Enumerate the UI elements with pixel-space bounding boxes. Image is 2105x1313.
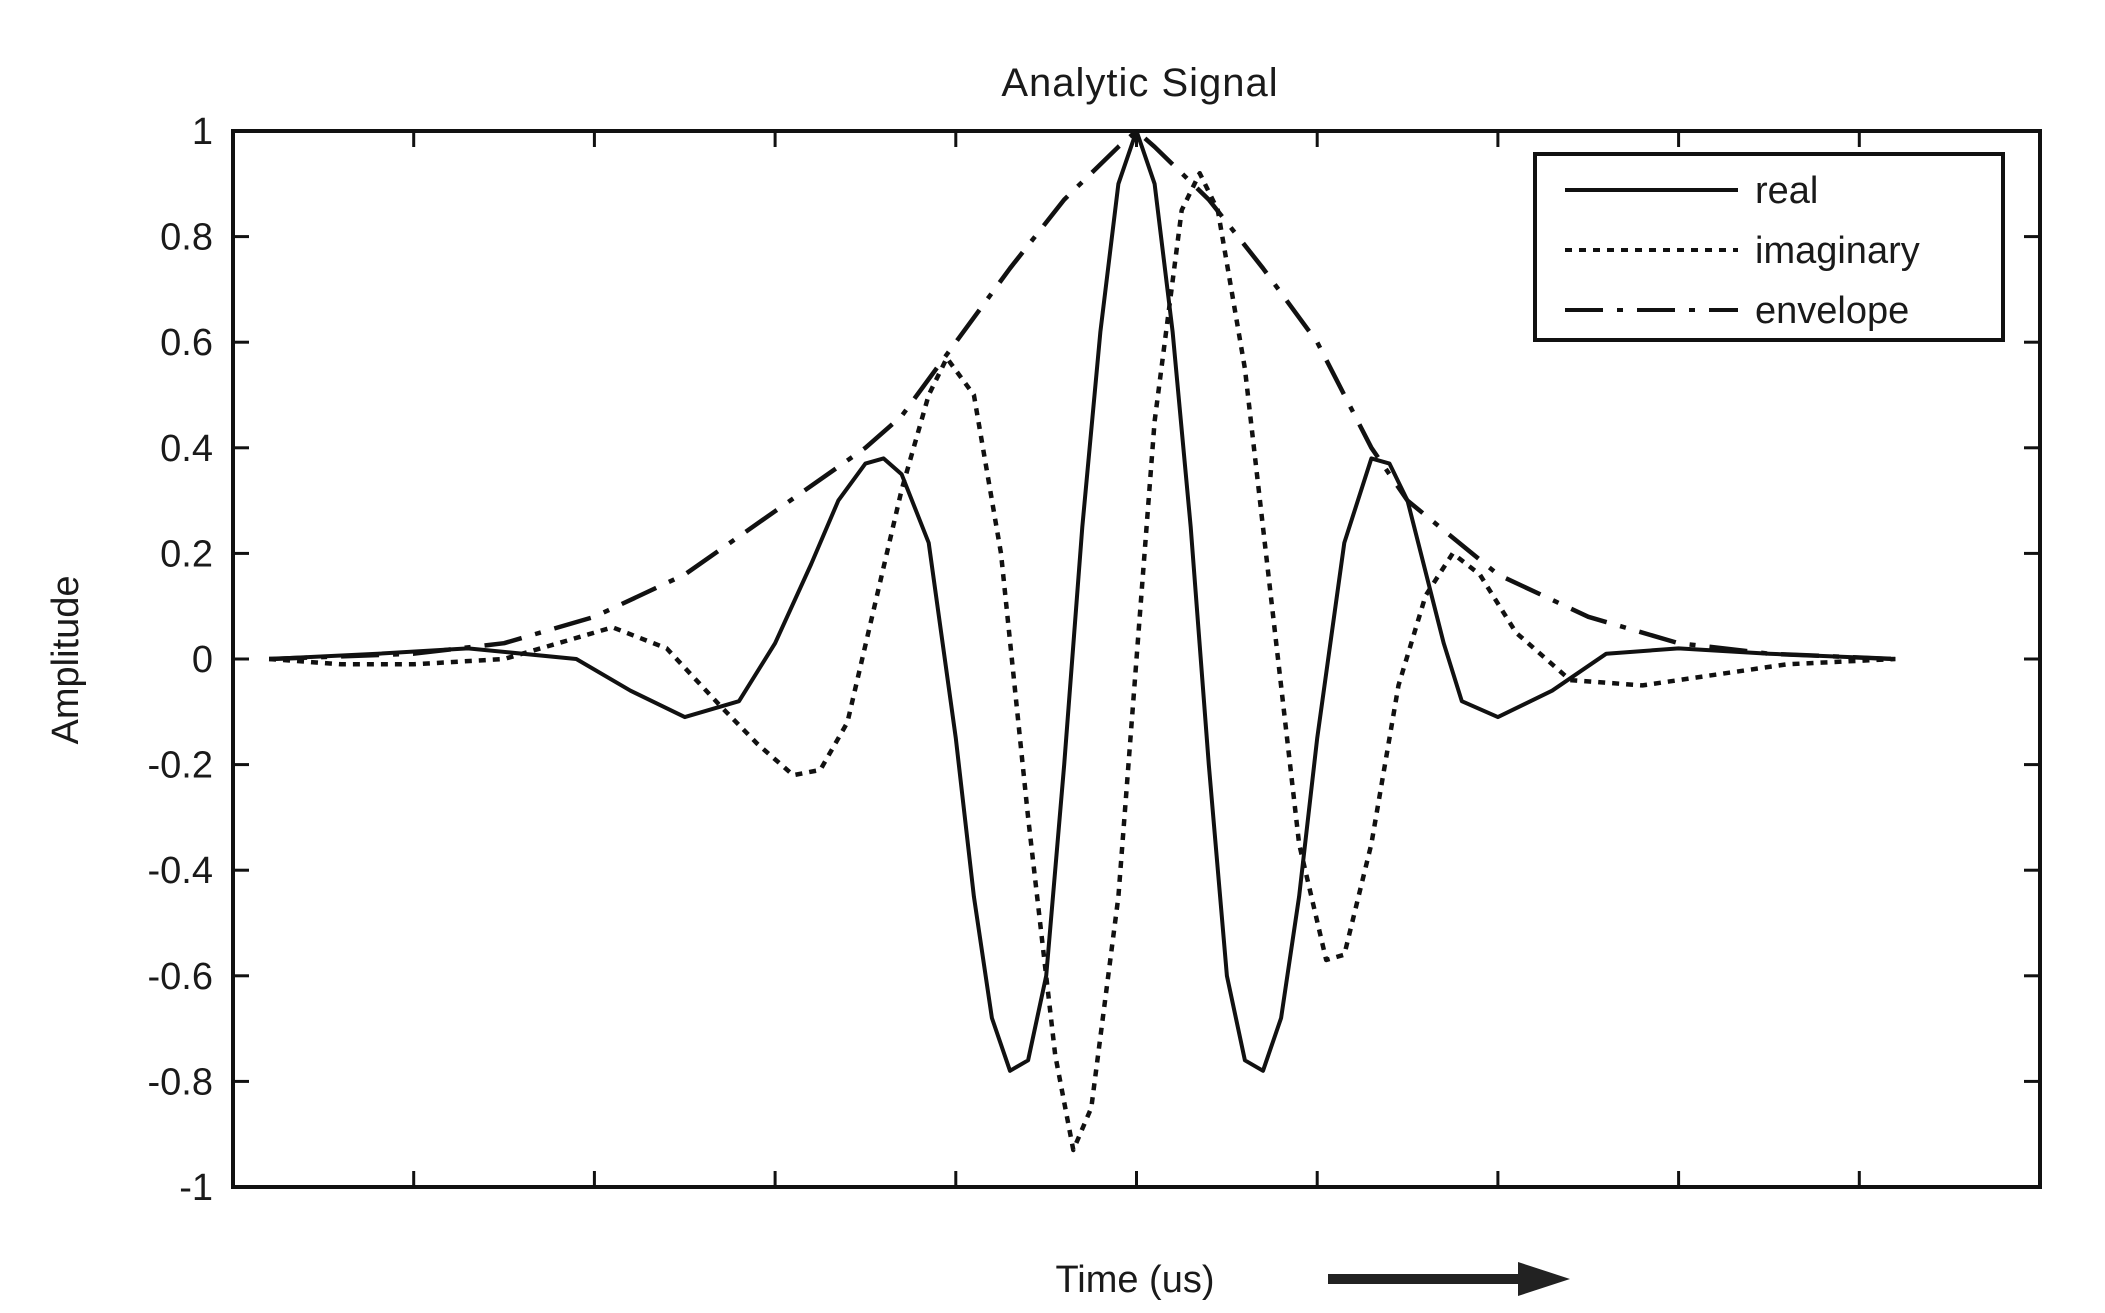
y-tick-label: 0 <box>192 639 213 681</box>
plot-area <box>231 128 2042 1189</box>
y-tick-label: -0.8 <box>148 1061 213 1103</box>
y-axis-label: Amplitude <box>45 576 87 745</box>
y-axis-tick-labels: 1 0.8 0.6 0.4 0.2 0 -0.2 -0.4 -0.6 -0.8 -1 <box>148 111 213 1209</box>
legend-label-imaginary: imaginary <box>1755 230 1920 272</box>
y-tick-label: 0.2 <box>160 533 213 575</box>
chart-title: Analytic Signal <box>1001 61 1278 105</box>
series-imaginary <box>268 170 1896 1153</box>
x-axis-label-group: Time (us) <box>1055 1259 1570 1301</box>
series-envelope <box>269 128 1896 662</box>
legend-entries: real imaginary envelope <box>1565 170 1920 332</box>
y-tick-label: -1 <box>179 1167 213 1209</box>
x-axis-label: Time (us) <box>1055 1259 1214 1301</box>
legend: real imaginary envelope <box>1533 152 2005 342</box>
y-tick-label: -0.4 <box>148 850 213 892</box>
y-tick-label: 0.4 <box>160 428 213 470</box>
right-arrow-icon <box>1328 1262 1570 1296</box>
y-tick-label: -0.2 <box>148 745 213 787</box>
series-layer <box>268 128 1896 1153</box>
y-tick-label: 1 <box>192 111 213 153</box>
y-tick-label: -0.6 <box>148 956 213 998</box>
axis-ticks <box>231 129 2042 1189</box>
legend-label-envelope: envelope <box>1755 290 1909 332</box>
legend-box <box>1533 152 2005 342</box>
y-tick-label: 0.6 <box>160 322 213 364</box>
legend-label-real: real <box>1755 170 1818 212</box>
series-real <box>269 129 1896 1073</box>
y-tick-label: 0.8 <box>160 217 213 259</box>
